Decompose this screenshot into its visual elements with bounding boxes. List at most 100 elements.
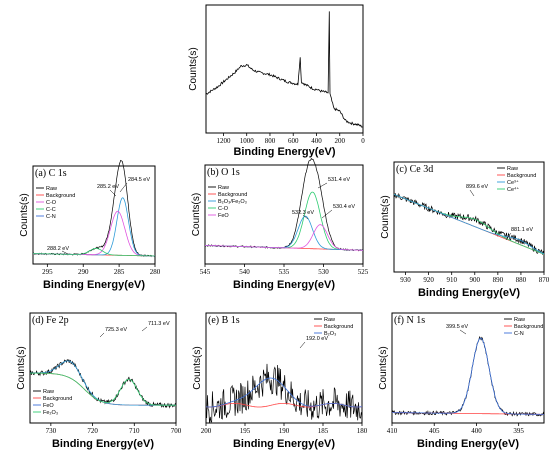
annotation-arrow bbox=[469, 189, 475, 197]
x-tick-label: 700 bbox=[171, 427, 182, 435]
y-axis-label: Counts(s) bbox=[378, 346, 389, 389]
panel-title: (c) Ce 3d bbox=[396, 164, 433, 175]
x-tick-label: 530 bbox=[318, 268, 329, 276]
peak-annotation: 284.5 eV bbox=[128, 177, 150, 183]
y-axis-label: Counts(s) bbox=[380, 195, 391, 238]
y-axis-label: Counts(s) bbox=[192, 346, 203, 389]
raw-spectrum bbox=[205, 363, 363, 423]
peak-annotation: 899.6 eV bbox=[466, 184, 488, 190]
legend-label: Ce⁴⁺ bbox=[507, 186, 519, 193]
x-axis-label: Binding Energy(eV) bbox=[233, 438, 335, 450]
peak-annotation: 711.3 eV bbox=[148, 321, 170, 327]
raw-spectrum bbox=[393, 191, 545, 255]
peak-annotation: 881.1 eV bbox=[511, 227, 533, 233]
x-axis-label: Binding Energy(eV) bbox=[43, 279, 145, 291]
annotation-arrow bbox=[119, 182, 128, 193]
component-peak bbox=[205, 224, 363, 251]
x-tick-label: 180 bbox=[357, 427, 368, 435]
survey-spectrum bbox=[205, 11, 364, 128]
legend-label: C-N bbox=[46, 214, 56, 220]
legend-label: FeO bbox=[218, 213, 229, 219]
legend-label: C-O bbox=[46, 200, 57, 206]
annotation-arrow bbox=[459, 329, 467, 335]
x-tick-label: 190 bbox=[279, 427, 290, 435]
panel-O1s: 545 540 535 530 525 Binding Energy(eV) Counts(… bbox=[191, 157, 369, 291]
peak-annotation: 192.0 eV bbox=[306, 336, 328, 342]
x-tick-label: 410 bbox=[387, 427, 398, 435]
plot-frame bbox=[29, 312, 177, 424]
x-tick-label: 185 bbox=[318, 427, 329, 435]
component-peak bbox=[393, 194, 545, 255]
panel-title: (f) N 1s bbox=[394, 315, 425, 326]
x-tick-label: 280 bbox=[150, 268, 161, 276]
x-tick-label: 910 bbox=[446, 276, 457, 284]
legend-label: C-N bbox=[514, 331, 524, 337]
panel-B1s: 200 195 190 185 180 Binding Energy(eV) Counts(… bbox=[192, 312, 368, 450]
y-axis-label: Counts(s) bbox=[16, 346, 27, 389]
x-tick-label: 290 bbox=[78, 268, 89, 276]
annotation-arrow bbox=[109, 189, 117, 197]
x-tick-label: 0 bbox=[361, 137, 365, 145]
x-axis-label: Binding Energy(eV) bbox=[233, 279, 335, 291]
annotation-arrow bbox=[99, 332, 105, 338]
legend-label: Raw bbox=[46, 186, 57, 192]
x-tick-label: 535 bbox=[279, 268, 290, 276]
y-axis-label: Counts(s) bbox=[191, 193, 202, 236]
legend-label: Background bbox=[46, 193, 75, 199]
x-tick-label: 900 bbox=[470, 276, 481, 284]
legend-label: Raw bbox=[324, 317, 335, 323]
panel-Fe2p: 730 720 710 700 Binding Energy(eV) Counts(s) (… bbox=[16, 312, 182, 450]
x-axis-label: Binding Energy(eV) bbox=[52, 438, 154, 450]
annotation-arrow bbox=[302, 214, 309, 220]
panel-title: (b) O 1s bbox=[207, 167, 240, 178]
raw-spectrum bbox=[29, 359, 177, 409]
panel-title: (a) C 1s bbox=[35, 168, 67, 179]
peak-annotation: 285.2 eV bbox=[97, 184, 119, 190]
x-tick-label: 195 bbox=[240, 427, 251, 435]
legend-label: Raw bbox=[514, 317, 525, 323]
x-axis-label: Binding Energy(eV) bbox=[417, 438, 519, 450]
panel-Ce3d: 930 920 910 900 890 880 870 Binding Energy(eV) C… bbox=[380, 161, 550, 299]
x-tick-label: 870 bbox=[539, 276, 550, 284]
peak-annotation: 532.3 eV bbox=[292, 210, 314, 216]
x-tick-label: 880 bbox=[516, 276, 527, 284]
legend-label: B₂O₃ bbox=[324, 331, 336, 337]
panel-title: (d) Fe 2p bbox=[32, 315, 69, 326]
x-tick-label: 400 bbox=[311, 137, 322, 145]
x-axis-label: Binding Energy(eV) bbox=[233, 146, 335, 158]
component-peak bbox=[205, 215, 363, 251]
legend-label: C-O bbox=[218, 206, 229, 212]
plot-frame bbox=[32, 165, 156, 265]
x-axis-label: Binding Energy(eV) bbox=[418, 287, 520, 299]
x-tick-label: 930 bbox=[400, 276, 411, 284]
x-tick-label: 800 bbox=[265, 137, 276, 145]
x-tick-label: 540 bbox=[239, 268, 250, 276]
x-tick-label: 545 bbox=[200, 268, 211, 276]
legend-label: Raw bbox=[218, 185, 229, 191]
x-tick-label: 730 bbox=[46, 427, 57, 435]
legend-label: Fe₂O₃ bbox=[43, 410, 58, 416]
legend-label: Background bbox=[43, 396, 72, 402]
component-peak bbox=[29, 372, 176, 406]
panel-title: (e) B 1s bbox=[208, 315, 240, 326]
legend-label: Raw bbox=[507, 166, 518, 172]
annotation-arrow bbox=[61, 250, 69, 255]
x-tick-label: 1000 bbox=[240, 137, 255, 145]
peak-annotation: 530.4 eV bbox=[333, 204, 355, 210]
legend-label: Background bbox=[218, 192, 247, 198]
x-tick-label: 405 bbox=[429, 427, 440, 435]
annotation-arrow bbox=[321, 209, 333, 219]
peak-annotation: 725.3 eV bbox=[105, 327, 127, 333]
peak-annotation: 531.4 eV bbox=[328, 177, 350, 183]
component-peak bbox=[205, 377, 363, 408]
peak-annotation: 288.2 eV bbox=[47, 246, 69, 252]
plot-frame bbox=[391, 312, 545, 424]
y-axis-label: Counts(s) bbox=[188, 47, 199, 90]
annotation-arrow bbox=[141, 326, 148, 332]
legend-label: Raw bbox=[43, 389, 54, 395]
x-tick-label: 395 bbox=[513, 427, 524, 435]
legend-label: FeO bbox=[43, 403, 54, 409]
legend-label: Ce³⁺ bbox=[507, 179, 519, 186]
legend-label: Background bbox=[507, 173, 536, 179]
